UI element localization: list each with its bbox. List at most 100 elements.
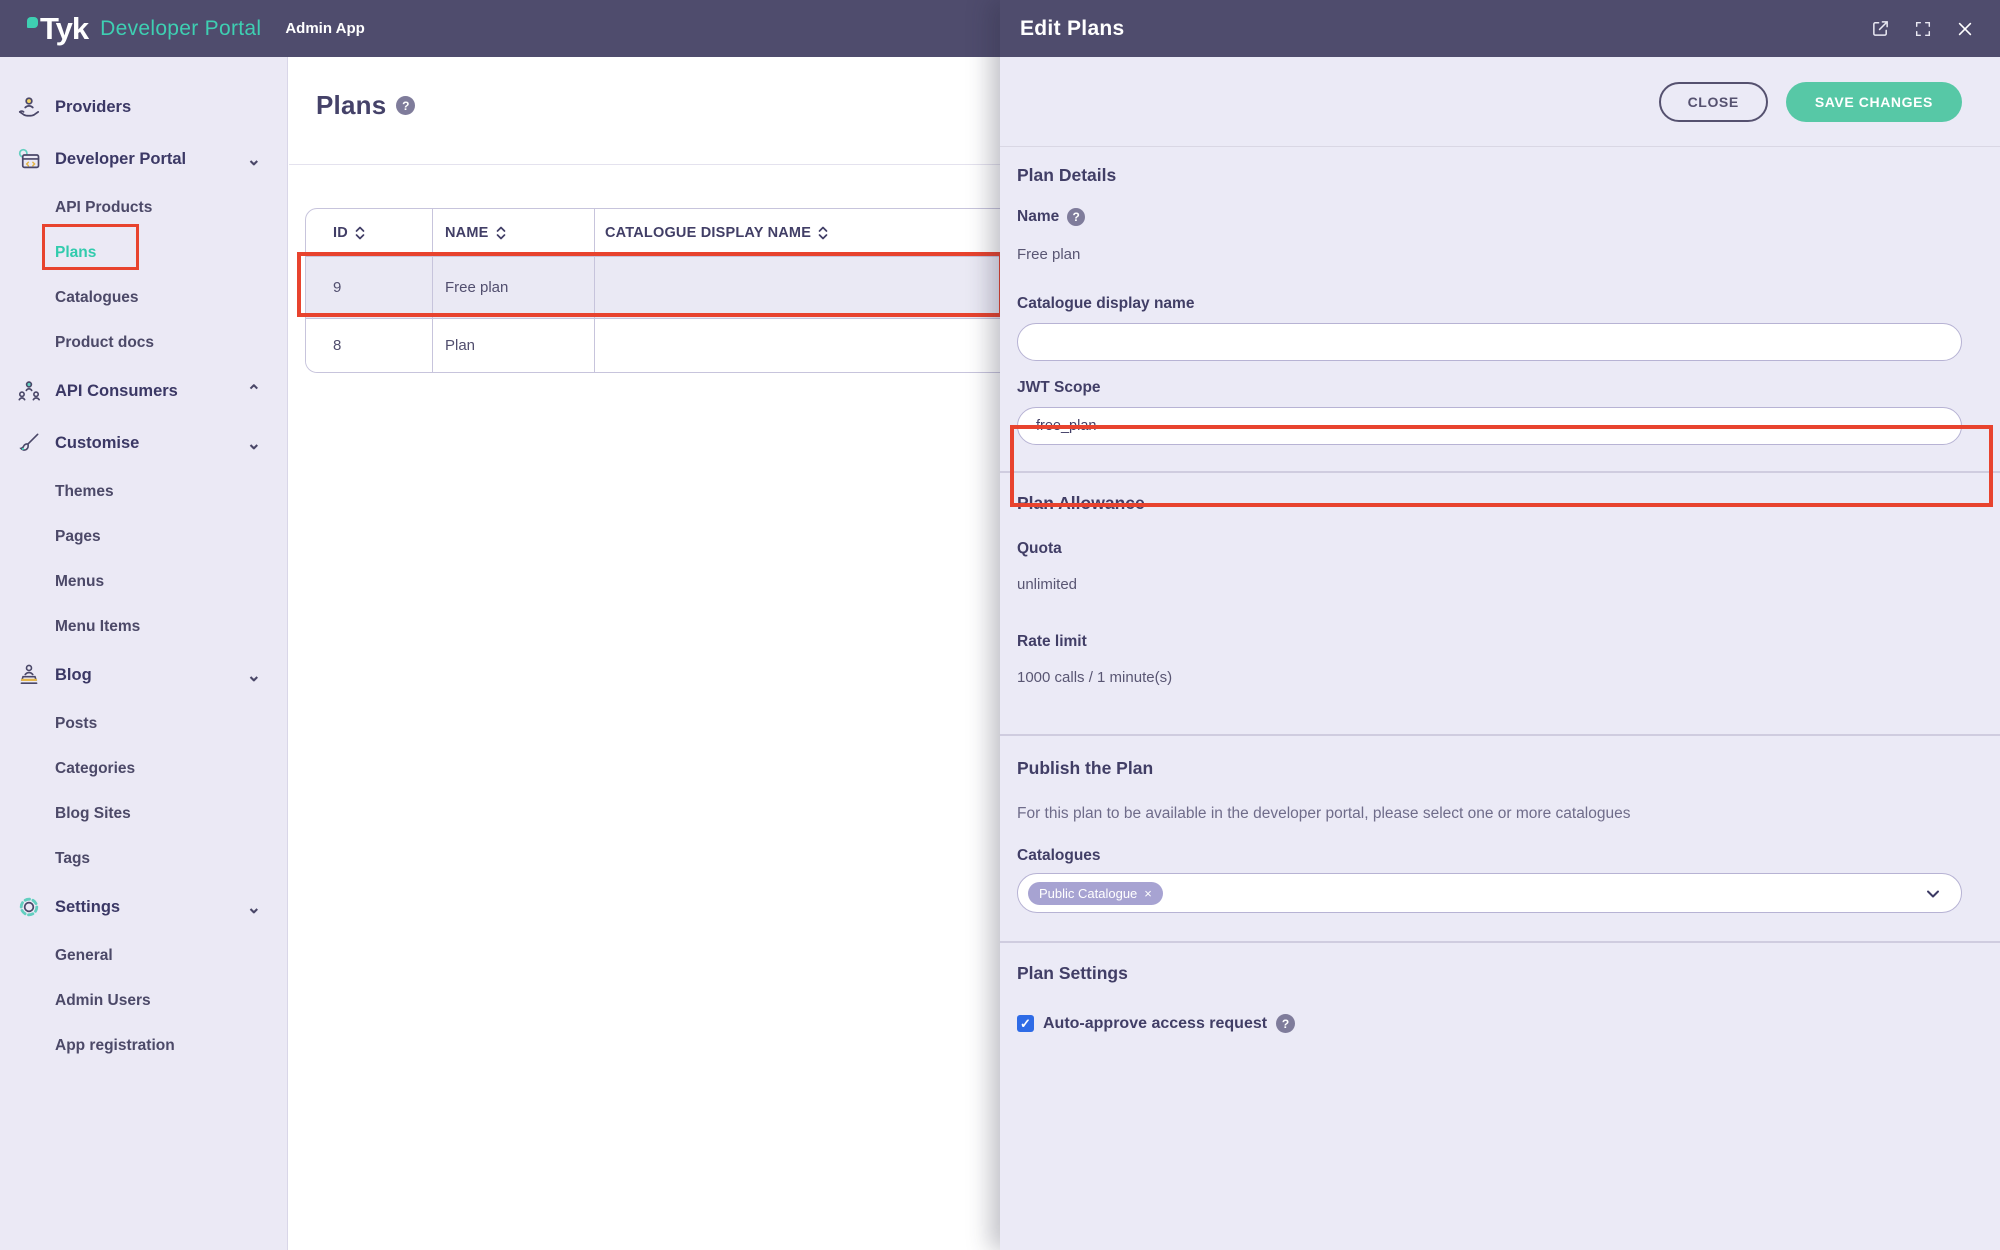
close-button[interactable]: CLOSE xyxy=(1658,81,1768,122)
auto-approve-checkbox[interactable]: ✓ xyxy=(1017,1015,1034,1032)
chevron-up-icon: ⌃ xyxy=(246,381,261,401)
sidebar-item-menus[interactable]: Menus xyxy=(0,559,287,604)
cell-id: 8 xyxy=(306,319,433,372)
sidebar-label-api-products: API Products xyxy=(55,198,153,216)
blog-icon xyxy=(15,661,43,689)
sidebar-item-admin-users[interactable]: Admin Users xyxy=(0,978,287,1023)
sidebar-label-themes: Themes xyxy=(55,482,114,500)
brand-label: Developer Portal xyxy=(100,16,262,40)
sidebar-item-blog[interactable]: Blog ⌄ xyxy=(0,649,287,701)
help-icon[interactable]: ? xyxy=(1067,208,1086,226)
close-icon[interactable] xyxy=(1956,20,1974,38)
sidebar-label-blog-sites: Blog Sites xyxy=(55,804,131,822)
chevron-down-icon: ⌄ xyxy=(246,665,261,685)
help-icon[interactable]: ? xyxy=(396,96,416,115)
sidebar-item-pages[interactable]: Pages xyxy=(0,514,287,559)
name-label-text: Name xyxy=(1017,208,1060,225)
column-header-id[interactable]: ID xyxy=(306,209,433,256)
chevron-down-icon: ⌄ xyxy=(246,897,261,917)
chevron-down-icon: ⌄ xyxy=(246,433,261,453)
sidebar-label-customise: Customise xyxy=(55,433,140,452)
catalogues-label: Catalogues xyxy=(1017,847,1101,864)
sidebar-label-developer-portal: Developer Portal xyxy=(55,149,187,168)
sidebar-item-customise[interactable]: Customise ⌄ xyxy=(0,417,287,469)
sidebar-item-plans[interactable]: Plans xyxy=(0,230,287,275)
page-title-text: Plans xyxy=(316,90,387,120)
settings-gear-icon xyxy=(15,893,43,921)
section-divider xyxy=(1000,941,2000,943)
plan-allowance-section: Plan Allowance Quota unlimited Rate limi… xyxy=(1000,493,2000,686)
sidebar-item-product-docs[interactable]: Product docs xyxy=(0,320,287,365)
auto-approve-label: Auto-approve access request xyxy=(1043,1014,1268,1032)
sidebar-item-catalogues[interactable]: Catalogues xyxy=(0,275,287,320)
rate-limit-label: Rate limit xyxy=(1017,633,1087,650)
name-label: Name ? xyxy=(1017,208,1962,226)
sidebar-label-plans: Plans xyxy=(55,243,97,261)
section-divider xyxy=(1000,471,2000,473)
chevron-down-icon: ⌄ xyxy=(246,149,261,169)
sidebar-label-menu-items: Menu Items xyxy=(55,617,141,635)
sidebar-label-providers: Providers xyxy=(55,97,132,116)
sidebar-item-providers[interactable]: Providers xyxy=(0,81,287,133)
help-icon[interactable]: ? xyxy=(1276,1014,1296,1033)
sidebar-label-admin-users: Admin Users xyxy=(55,991,151,1009)
sidebar-item-developer-portal[interactable]: Developer Portal ⌄ xyxy=(0,133,287,185)
sort-icon xyxy=(355,225,365,241)
fullscreen-icon[interactable] xyxy=(1914,20,1932,38)
catalogue-display-name-label: Catalogue display name xyxy=(1017,295,1195,312)
catalogue-chip-label: Public Catalogue xyxy=(1039,885,1138,901)
cell-name: Plan xyxy=(433,319,595,372)
sidebar-item-themes[interactable]: Themes xyxy=(0,469,287,514)
catalogue-chip: Public Catalogue × xyxy=(1028,881,1163,905)
jwt-scope-input[interactable] xyxy=(1017,407,1962,445)
developer-portal-icon xyxy=(15,145,43,173)
sidebar-item-settings[interactable]: Settings ⌄ xyxy=(0,881,287,933)
column-header-name-label: NAME xyxy=(445,224,489,241)
plan-details-section: Plan Details Name ? Free plan Catalogue … xyxy=(1000,165,2000,445)
column-header-id-label: ID xyxy=(333,224,348,241)
sidebar-item-app-registration[interactable]: App registration xyxy=(0,1023,287,1068)
sidebar-label-categories: Categories xyxy=(55,759,136,777)
sidebar-item-api-products[interactable]: API Products xyxy=(0,185,287,230)
cell-name: Free plan xyxy=(433,257,595,318)
jwt-scope-label: JWT Scope xyxy=(1017,379,1101,396)
plan-allowance-heading: Plan Allowance xyxy=(1017,493,1145,513)
sidebar-label-catalogues: Catalogues xyxy=(55,288,139,306)
sidebar-item-general[interactable]: General xyxy=(0,933,287,978)
sidebar-label-general: General xyxy=(55,946,113,964)
publish-plan-section: Publish the Plan For this plan to be ava… xyxy=(1000,758,2000,913)
save-changes-button[interactable]: SAVE CHANGES xyxy=(1785,81,1962,122)
sidebar-item-blog-sites[interactable]: Blog Sites xyxy=(0,791,287,836)
drawer-header: Edit Plans xyxy=(1000,0,2000,57)
drawer-body: CLOSE SAVE CHANGES Plan Details Name ? F… xyxy=(1000,57,2000,1250)
auto-approve-row: ✓ Auto-approve access request ? xyxy=(1017,1014,1962,1033)
sidebar-item-api-consumers[interactable]: API Consumers ⌃ xyxy=(0,365,287,417)
sidebar-label-pages: Pages xyxy=(55,527,101,545)
tyk-logo[interactable]: Tyk xyxy=(27,13,89,44)
drawer-title: Edit Plans xyxy=(1020,16,1125,40)
tyk-leaf-icon xyxy=(27,17,38,28)
sidebar-label-app-registration: App registration xyxy=(55,1036,175,1054)
plan-details-heading: Plan Details xyxy=(1017,165,1117,185)
publish-plan-description: For this plan to be available in the dev… xyxy=(1017,805,1631,822)
column-header-name[interactable]: NAME xyxy=(433,209,595,256)
app-name-label: Admin App xyxy=(285,20,365,37)
rate-limit-value: 1000 calls / 1 minute(s) xyxy=(1017,669,1173,686)
edit-plans-drawer: Edit Plans xyxy=(1000,0,2000,1250)
column-header-catalogue-display-name[interactable]: CATALOGUE DISPLAY NAME xyxy=(595,209,1804,256)
open-in-new-tab-icon[interactable] xyxy=(1871,19,1890,38)
column-header-catalogue-label: CATALOGUE DISPLAY NAME xyxy=(605,224,812,241)
plan-settings-section: Plan Settings ✓ Auto-approve access requ… xyxy=(1000,963,2000,1033)
sidebar-item-tags[interactable]: Tags xyxy=(0,836,287,881)
sidebar-item-categories[interactable]: Categories xyxy=(0,746,287,791)
page-title: Plans ? xyxy=(316,90,416,121)
catalogue-display-name-input[interactable] xyxy=(1017,323,1962,361)
sidebar-item-menu-items[interactable]: Menu Items xyxy=(0,604,287,649)
quota-label: Quota xyxy=(1017,540,1062,557)
sidebar-item-posts[interactable]: Posts xyxy=(0,701,287,746)
catalogues-select[interactable]: Public Catalogue × xyxy=(1017,873,1962,913)
chip-remove-icon[interactable]: × xyxy=(1144,885,1152,901)
api-consumers-icon xyxy=(15,377,43,405)
name-value: Free plan xyxy=(1017,246,1081,263)
